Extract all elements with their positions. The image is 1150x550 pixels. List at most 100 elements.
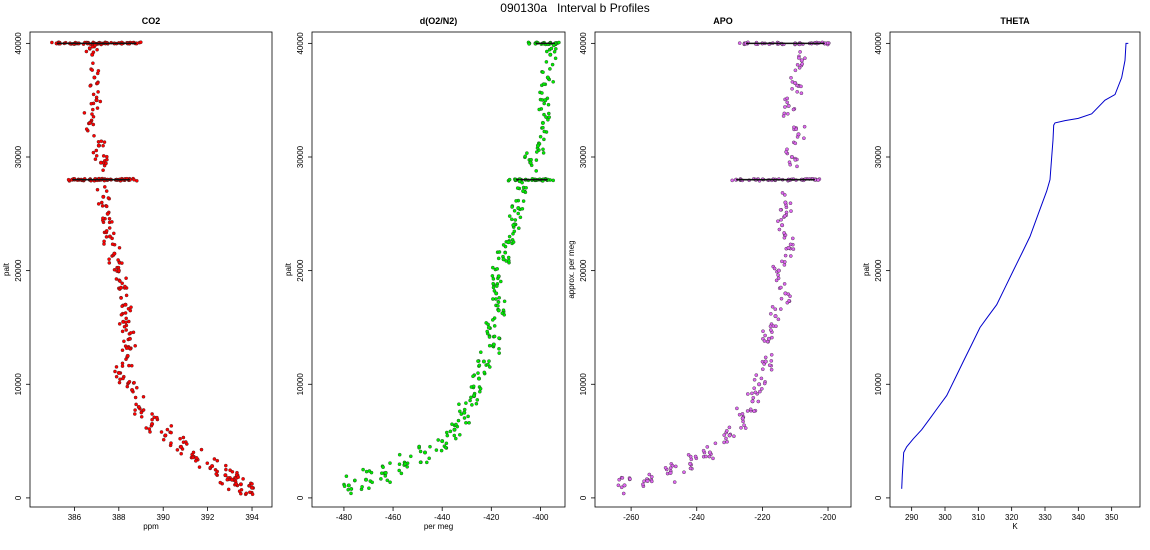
data-point [88,84,92,88]
data-point [107,261,112,265]
data-point [479,350,483,354]
data-point [139,415,144,419]
data-point [141,395,146,399]
data-point [381,465,385,469]
panel-2: d(O2/N2) -480 -460 -440 -420 -400 0 10000 20000 3… [284,16,566,531]
data-point [783,105,787,109]
data-point [511,240,516,244]
data-point [780,259,784,264]
data-point [124,346,129,350]
data-point [458,409,462,414]
data-point [641,482,645,487]
data-point [91,61,95,65]
data-point [250,482,254,486]
data-point [670,463,675,468]
data-point [244,491,249,496]
data-point [816,178,820,182]
data-point [107,226,112,230]
data-point [787,298,791,303]
data-point [468,398,472,403]
data-point [457,402,461,406]
data-point [496,304,500,308]
data-point [782,282,787,286]
data-point [617,477,621,482]
data-point [476,371,480,375]
data-point [739,426,743,430]
data-point [769,328,773,332]
data-point [792,125,796,130]
data-point [417,444,421,449]
data-point [516,206,521,211]
data-point [759,376,764,381]
data-point [120,364,125,368]
data-point [778,208,783,212]
data-point [552,50,557,54]
data-point [541,125,545,130]
data-point [169,441,173,445]
data-point [705,445,710,449]
data-point [135,385,139,390]
data-point [528,160,533,165]
data-point [688,466,693,471]
data-point [668,470,673,475]
data-point [524,186,528,190]
panel-title: CO2 [142,16,161,26]
data-point [105,154,109,159]
x-tick-label: -200 [820,513,837,522]
data-point [159,430,164,434]
data-point [772,266,777,271]
data-point [472,393,477,398]
data-point [741,419,745,424]
data-point [364,477,369,482]
data-point [94,148,99,153]
data-point [409,454,413,459]
data-point [487,335,492,339]
data-point [549,46,554,51]
data-point [534,169,538,173]
y-axis-label: palt [862,262,871,276]
data-point [127,336,132,341]
data-point [469,385,474,389]
data-point [95,187,100,192]
data-point [101,216,105,220]
data-point [783,260,787,264]
data-point [795,164,799,169]
data-point [799,91,804,95]
data-point [713,441,718,446]
data-point [525,151,529,155]
data-point [769,312,773,316]
data-point [452,427,457,432]
data-point [106,196,111,200]
data-point [434,448,439,452]
data-point [707,454,712,459]
data-point [397,462,402,466]
data-point [779,285,783,290]
data-point [766,336,771,341]
data-point [507,214,512,218]
data-point [761,367,765,371]
data-point [454,436,458,441]
data-point [127,379,132,384]
data-point [770,305,775,309]
data-point [496,300,501,304]
data-point [84,49,89,54]
data-point [482,370,487,375]
data-point [542,137,546,142]
data-point [425,460,429,465]
y-tick-label: 30000 [14,145,23,168]
data-point [370,480,374,485]
data-point [349,487,354,491]
data-point [492,334,497,339]
data-point [769,359,774,363]
data-point [722,433,726,437]
data-point [784,150,788,154]
data-point [423,450,428,455]
data-point [752,409,756,413]
data-point [798,50,802,54]
data-point [745,409,750,413]
data-point [445,430,449,435]
data-point [554,47,558,51]
data-point [783,291,788,296]
data-point [541,70,545,74]
x-tick-label: 394 [245,513,259,522]
